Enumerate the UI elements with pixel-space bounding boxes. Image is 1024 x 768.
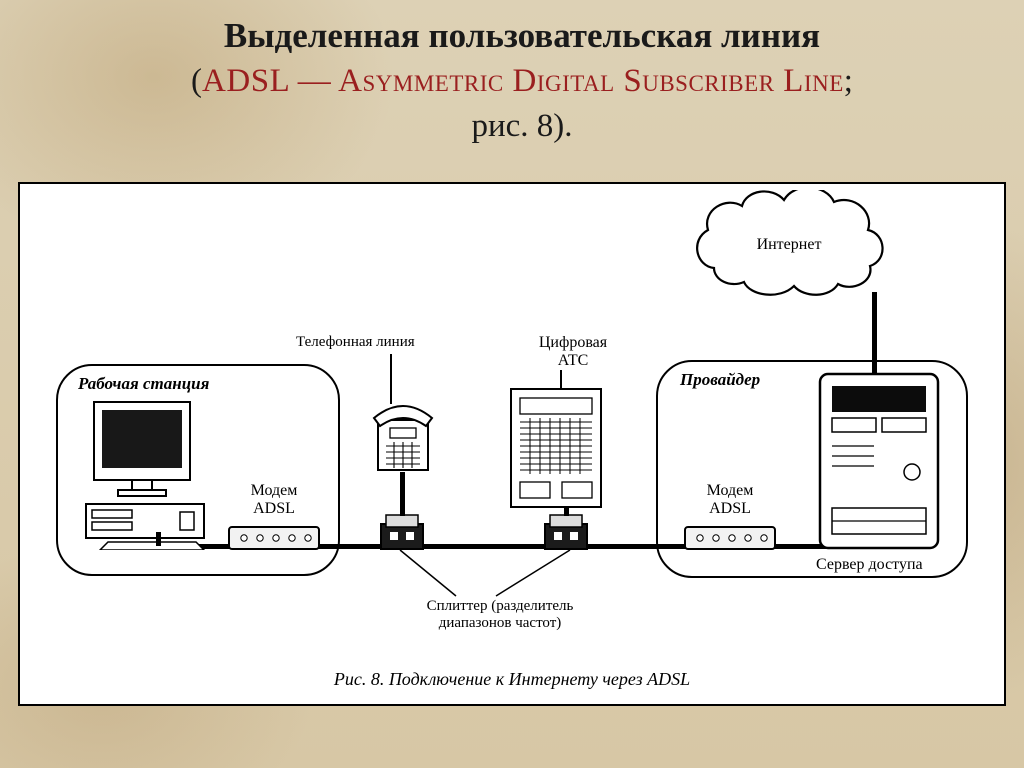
splitter-label-l2: диапазонов частот) [439, 615, 562, 631]
splitter-label-l1: Сплиттер (разделитель [427, 598, 574, 614]
title-line-1: Выделенная пользовательская линия [60, 12, 984, 59]
title-paren-open: ( [191, 63, 202, 99]
access-server-label: Сервер доступа [816, 556, 923, 574]
internet-cloud: Интернет [684, 190, 894, 300]
splitter-left-icon [380, 514, 424, 550]
title-highlight: ADSL — Asymmetric Digital Subscriber Lin… [202, 63, 844, 99]
phone-line-label: Телефонная линия [296, 334, 415, 351]
modem-right-icon [684, 526, 776, 550]
modem-right-label: Модем ADSL [688, 482, 772, 517]
figure-caption: Рис. 8. Подключение к Интернету через AD… [20, 669, 1004, 690]
diagram-frame: Рабочая станция Провайдер Интернет [18, 182, 1006, 706]
phone-line-pointer [390, 354, 392, 404]
modem-right-label-l1: Модем [707, 482, 754, 499]
modem-right-label-l2: ADSL [709, 500, 751, 517]
digital-atc-label: Цифровая АТС [528, 334, 618, 369]
modem-left-label: Модем ADSL [232, 482, 316, 517]
phone-icon [370, 402, 436, 474]
title-line-3: рис. 8). [60, 104, 984, 149]
digital-atc-icon [510, 388, 602, 508]
splitter-label: Сплиттер (разделитель диапазонов частот) [390, 598, 610, 631]
title-line-2: (ADSL — Asymmetric Digital Subscriber Li… [60, 59, 984, 104]
atc-label-pointer [560, 370, 562, 388]
splitter-to-atc-line [564, 506, 569, 516]
pc-drop [156, 532, 161, 546]
adsl-network-diagram: Рабочая станция Провайдер Интернет [20, 184, 1004, 704]
workstation-pc-icon [84, 400, 216, 550]
modem-left-label-l2: ADSL [253, 500, 295, 517]
slide-title: Выделенная пользовательская линия (ADSL … [60, 12, 984, 148]
modem-left-label-l1: Модем [251, 482, 298, 499]
splitter-right-icon [544, 514, 588, 550]
modem-left-icon [228, 526, 320, 550]
server-to-cloud-line [872, 292, 877, 374]
access-server-icon [814, 372, 944, 552]
digital-atc-label-l1: Цифровая [539, 334, 607, 351]
internet-cloud-label: Интернет [684, 190, 894, 300]
provider-group-label: Провайдер [680, 370, 760, 390]
splitter-to-phone-line [400, 472, 405, 516]
workstation-group-label: Рабочая станция [78, 374, 209, 394]
title-semicolon: ; [844, 63, 853, 99]
digital-atc-label-l2: АТС [558, 352, 589, 369]
